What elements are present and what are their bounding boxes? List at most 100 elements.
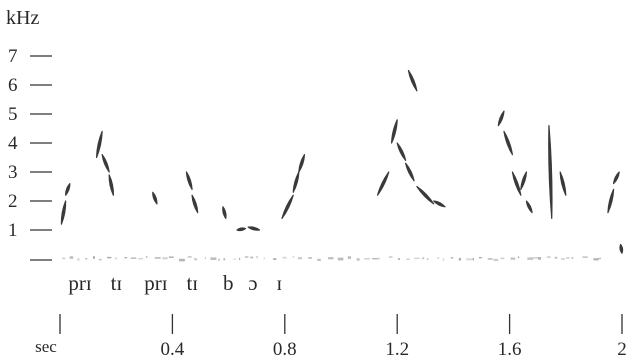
spectrogram-trace xyxy=(191,194,199,214)
spectrogram-trace xyxy=(511,171,522,196)
spectrogram-trace xyxy=(619,243,624,254)
x-tick-label: 0.8 xyxy=(273,339,297,358)
noise-mark xyxy=(317,258,321,262)
noise-mark xyxy=(479,256,482,259)
y-tick-label: 4 xyxy=(8,133,18,154)
noise-mark xyxy=(297,257,302,260)
noise-mark xyxy=(517,256,520,259)
spectrogram-trace xyxy=(108,174,114,196)
noise-mark xyxy=(356,258,360,261)
syllable-labels: prɪ tɪ prɪ tɪ b ɔ ɪ xyxy=(68,271,282,295)
noise-mark xyxy=(162,257,168,260)
spectrogram-trace xyxy=(185,171,193,190)
spectrogram-trace xyxy=(612,171,620,185)
syllable-label: tɪ xyxy=(186,271,198,295)
spectrogram-trace xyxy=(396,142,407,161)
noise-mark xyxy=(256,256,258,259)
noise-mark xyxy=(372,257,379,260)
noise-mark xyxy=(406,258,410,260)
noise-mark xyxy=(561,257,565,260)
noise-mark xyxy=(593,258,599,261)
noise-mark xyxy=(500,257,505,260)
spectrogram-trace xyxy=(416,185,435,205)
noise-mark xyxy=(421,257,425,260)
noise-mark xyxy=(510,257,516,260)
noise-mark xyxy=(62,257,66,260)
noise-mark xyxy=(179,258,185,262)
noise-mark xyxy=(397,258,401,260)
noise-mark xyxy=(210,257,217,260)
x-tick-label: 1.2 xyxy=(385,339,409,358)
spectrogram-trace xyxy=(548,125,553,219)
spectrogram-trace xyxy=(407,69,418,92)
x-axis: 0.4 0.8 1.2 1.6 2 xyxy=(59,314,627,358)
y-tick-label: 2 xyxy=(8,191,18,212)
noise-mark xyxy=(347,256,351,259)
noise-mark xyxy=(194,258,198,261)
y-unit-label: kHz xyxy=(6,7,39,29)
noise-mark xyxy=(487,258,493,260)
noise-mark xyxy=(263,257,266,260)
noise-mark xyxy=(124,257,128,259)
noise-mark xyxy=(427,258,429,261)
noise-mark xyxy=(239,257,241,261)
noise-mark xyxy=(493,258,499,262)
noise-mark xyxy=(93,256,95,259)
spectrogram-trace xyxy=(222,206,227,219)
x-tick-label: 1.6 xyxy=(498,339,522,358)
spectrogram-trace xyxy=(236,227,247,232)
y-tick-label: 1 xyxy=(8,220,18,241)
spectrogram-trace xyxy=(292,171,300,193)
spectrogram-trace xyxy=(405,162,415,182)
x-unit-label: sec xyxy=(35,337,57,356)
syllable-label: prɪ xyxy=(144,271,167,295)
noise-mark xyxy=(107,256,112,259)
spectrogram-trace xyxy=(559,171,567,196)
noise-mark xyxy=(154,256,161,259)
noise-mark xyxy=(292,256,295,258)
y-tick-label: 5 xyxy=(8,104,18,125)
noise-mark xyxy=(77,258,80,261)
y-tick-label: 6 xyxy=(8,75,18,96)
y-axis: 1 2 3 4 5 6 7 xyxy=(8,46,52,241)
noise-mark xyxy=(233,258,236,260)
noise-mark xyxy=(378,257,381,260)
spectrogram-trace xyxy=(607,188,615,214)
noise-mark xyxy=(527,257,533,260)
y-tick-label: 3 xyxy=(8,162,18,183)
noise-mark xyxy=(413,257,420,260)
noise-mark xyxy=(273,258,277,260)
noise-mark xyxy=(458,257,461,261)
noise-mark xyxy=(138,257,144,260)
spectrogram-trace xyxy=(281,194,294,219)
spectrogram-trace xyxy=(65,183,71,196)
noise-mark xyxy=(566,257,570,259)
noise-mark xyxy=(145,256,148,259)
noise-mark xyxy=(282,256,287,259)
noise-mark xyxy=(204,257,206,260)
noise-mark xyxy=(244,256,249,258)
noise-mark xyxy=(571,256,574,259)
noise-mark xyxy=(554,256,558,259)
baseline-noise xyxy=(62,256,602,262)
noise-mark xyxy=(364,258,370,260)
spectrogram-trace xyxy=(433,200,446,208)
spectrogram-trace xyxy=(390,119,398,144)
syllable-label: prɪ xyxy=(68,271,91,295)
spectrogram-trace xyxy=(101,154,110,173)
noise-mark xyxy=(442,258,445,261)
syllable-label: b xyxy=(223,271,234,295)
noise-mark xyxy=(98,258,102,261)
syllable-label: ɔ xyxy=(248,271,257,295)
y-tick-label: 7 xyxy=(8,46,18,67)
noise-mark xyxy=(437,257,439,259)
x-tick-label: 2 xyxy=(617,339,627,358)
noise-mark xyxy=(598,257,602,260)
noise-mark xyxy=(308,257,312,259)
spectrogram-traces xyxy=(60,69,624,254)
spectrogram-trace xyxy=(497,110,505,127)
noise-mark xyxy=(546,256,551,259)
spectrogram-trace xyxy=(152,191,158,205)
spectrogram-trace xyxy=(247,226,261,231)
